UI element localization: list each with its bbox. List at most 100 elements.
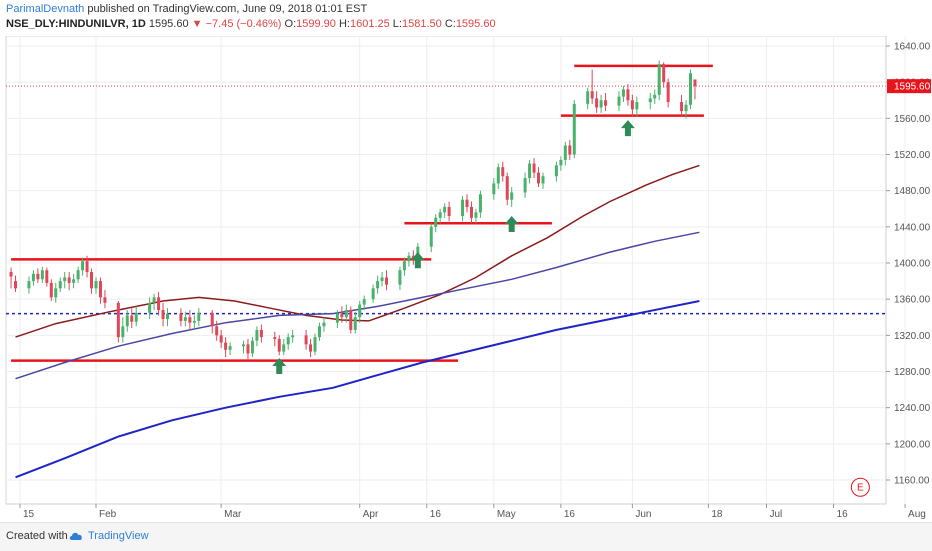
candle-body	[313, 337, 317, 352]
candle-body	[210, 312, 214, 327]
candle-body	[98, 281, 102, 298]
last-price-badge	[887, 79, 931, 94]
candle-body	[157, 297, 161, 311]
candle-body	[161, 310, 165, 320]
candle-body	[568, 145, 572, 155]
time-tick-label: 16	[430, 509, 442, 520]
candle-body	[49, 282, 53, 298]
candle-body	[192, 320, 196, 323]
candle-body	[9, 272, 13, 277]
candle-body	[242, 344, 245, 347]
down-triangle-icon: ▼	[191, 18, 203, 30]
candle-body	[541, 176, 545, 184]
price-tick-label: 1240.00	[894, 403, 931, 414]
time-axis[interactable]: 15 Feb Mar Apr 16 May 16 Jun 18 Jul 16 Aug	[6, 503, 926, 520]
time-tick-label: May	[497, 509, 516, 520]
time-tick-label: Jul	[769, 509, 782, 520]
candle-body	[246, 344, 250, 354]
candle-body	[684, 104, 688, 112]
published-text: published on TradingView.com, June 09, 2…	[87, 3, 368, 15]
price-tick-label: 1520.00	[894, 150, 931, 161]
candle-body	[478, 194, 482, 213]
candle-body	[90, 272, 94, 289]
plot-area	[5, 36, 887, 505]
candle-body	[595, 98, 599, 108]
candle-body	[130, 315, 134, 322]
candle-body	[215, 326, 219, 336]
chart-header: ParimalDevnath published on TradingView.…	[0, 0, 932, 36]
support-resistance-lines	[6, 64, 886, 362]
candle-body	[407, 255, 411, 262]
candle-body	[179, 313, 183, 321]
candle-body	[72, 279, 76, 283]
candle-body	[148, 302, 152, 313]
candle-body	[224, 342, 228, 350]
candle-body	[693, 79, 697, 87]
candle-body	[599, 100, 603, 108]
tradingview-link[interactable]: TradingView	[88, 530, 149, 542]
close-label: C:	[444, 18, 456, 30]
moving-average-line	[15, 300, 700, 479]
candle-body	[353, 317, 357, 330]
candle-body	[680, 102, 684, 112]
price-chart[interactable]: E 1160.00 1200.00 1240.00 1280.00 1320.00 136…	[0, 36, 932, 522]
candle-body	[250, 340, 254, 354]
time-tick-label: Aug	[908, 509, 926, 520]
candle-body	[528, 163, 532, 179]
candle-body	[282, 344, 286, 352]
time-tick-label: Apr	[363, 509, 379, 520]
moving-average-line	[15, 164, 700, 338]
candle-body	[621, 89, 625, 97]
candle-body	[657, 64, 661, 95]
candle-body	[492, 183, 496, 195]
candle-body	[376, 281, 380, 289]
candle-body	[116, 302, 120, 338]
candle-body	[344, 310, 348, 318]
candle-body	[317, 326, 321, 338]
candle-body	[402, 261, 406, 271]
price-axis[interactable]: 1160.00 1200.00 1240.00 1280.00 1320.00 1360.…	[885, 36, 931, 504]
candle-body	[438, 212, 442, 218]
time-tick-label: Feb	[99, 509, 117, 520]
time-tick-label: 18	[711, 509, 723, 520]
candle-body	[103, 297, 107, 303]
earnings-event-icon	[850, 477, 870, 497]
candle-body	[398, 270, 402, 285]
candle-body	[434, 217, 438, 227]
candle-body	[469, 206, 473, 218]
candle-body	[152, 297, 156, 303]
author-link[interactable]: ParimalDevnath	[6, 3, 85, 15]
candle-body	[385, 277, 389, 285]
candle-body	[358, 304, 362, 318]
candle-body	[340, 313, 344, 318]
candle-body	[429, 226, 433, 247]
price-tick-label: 1640.00	[894, 42, 931, 53]
candle-body	[228, 346, 232, 350]
candle-body	[501, 167, 505, 177]
price-tick-label: 1560.00	[894, 114, 931, 125]
candle-body	[635, 102, 639, 110]
candle-body	[335, 313, 339, 323]
candle-body	[304, 335, 308, 345]
time-tick-label: 16	[564, 509, 576, 520]
candle-body	[630, 100, 634, 110]
up-arrow-icon	[504, 216, 519, 233]
change-value: −7.45 (−0.46%)	[205, 18, 282, 30]
time-tick-label: 16	[837, 509, 849, 520]
candle-body	[523, 178, 527, 193]
moving-average-lines	[15, 164, 700, 479]
time-tick-label: Mar	[224, 509, 242, 520]
candle-body	[559, 159, 563, 166]
candle-body	[461, 199, 465, 216]
high-label: H:	[338, 18, 350, 30]
candle-body	[505, 176, 509, 200]
candle-body	[134, 312, 138, 322]
price-tick-label: 1440.00	[894, 222, 931, 233]
close-value: 1595.60	[455, 18, 496, 30]
candle-body	[166, 313, 170, 320]
candle-body	[183, 317, 187, 321]
candle-body	[31, 273, 35, 282]
candle-body	[380, 277, 384, 282]
candle-body	[447, 206, 451, 216]
up-arrow-icon	[272, 357, 287, 374]
